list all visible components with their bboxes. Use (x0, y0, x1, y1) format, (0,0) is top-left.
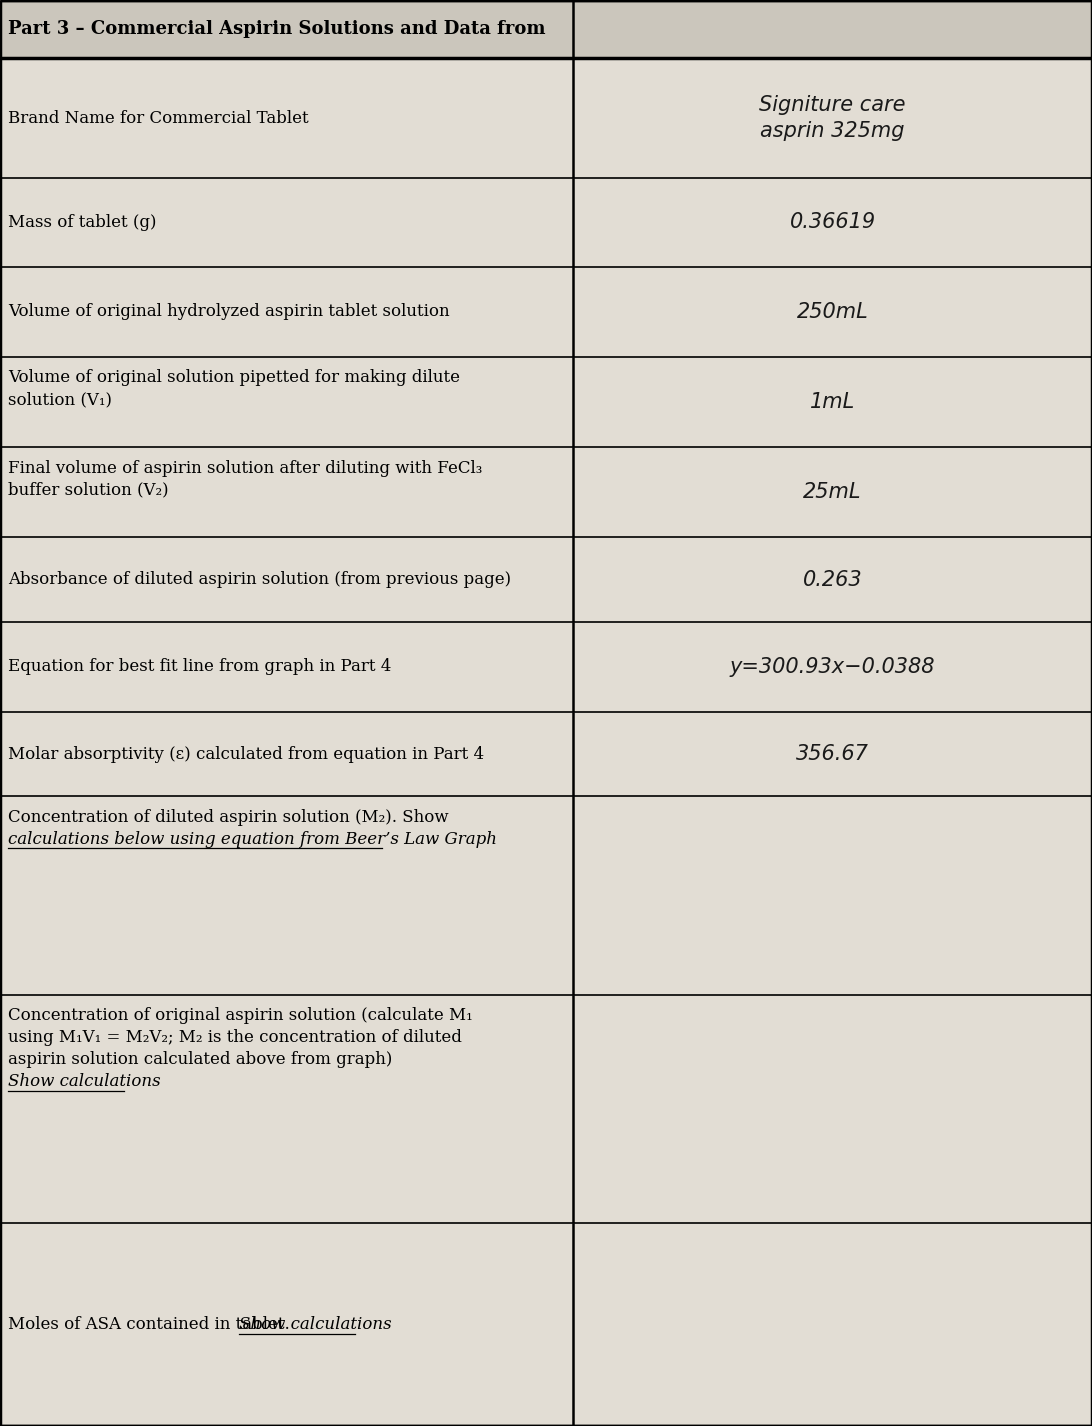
Bar (0, 178, 1092, 267)
Text: Show calculations: Show calculations (8, 1074, 161, 1091)
Bar (0, 267, 1092, 356)
Text: 0.36619: 0.36619 (790, 212, 876, 232)
Text: using M₁V₁ = M₂V₂; M₂ is the concentration of diluted: using M₁V₁ = M₂V₂; M₂ is the concentrati… (8, 1030, 462, 1047)
Text: Mass of tablet (g): Mass of tablet (g) (8, 214, 156, 231)
Bar (0, 995, 1092, 1224)
Text: asprin 325mg: asprin 325mg (760, 121, 905, 141)
Text: Absorbance of diluted aspirin solution (from previous page): Absorbance of diluted aspirin solution (… (8, 570, 511, 588)
Bar (0, 356, 1092, 448)
Text: calculations below using equation from Beer’s Law Graph: calculations below using equation from B… (8, 831, 497, 847)
Text: 0.263: 0.263 (803, 569, 863, 589)
Text: 25mL: 25mL (804, 482, 862, 502)
Text: Volume of original solution pipetted for making dilute: Volume of original solution pipetted for… (8, 369, 460, 386)
Text: aspirin solution calculated above from graph): aspirin solution calculated above from g… (8, 1051, 392, 1068)
Text: solution (V₁): solution (V₁) (8, 391, 112, 408)
Text: y=300.93x−0.0388: y=300.93x−0.0388 (729, 657, 936, 677)
Text: Brand Name for Commercial Tablet: Brand Name for Commercial Tablet (8, 110, 309, 127)
Text: Molar absorptivity (ε) calculated from equation in Part 4: Molar absorptivity (ε) calculated from e… (8, 746, 484, 763)
Text: 356.67: 356.67 (796, 744, 869, 764)
Text: Moles of ASA contained in tablet.: Moles of ASA contained in tablet. (8, 1316, 295, 1333)
Text: Signiture care: Signiture care (759, 96, 906, 116)
Text: 1mL: 1mL (810, 392, 855, 412)
Text: Final volume of aspirin solution after diluting with FeCl₃: Final volume of aspirin solution after d… (8, 459, 483, 476)
Bar (0, 1224, 1092, 1426)
Text: Show calculations: Show calculations (239, 1316, 392, 1333)
Bar (0, 712, 1092, 796)
Text: Volume of original hydrolyzed aspirin tablet solution: Volume of original hydrolyzed aspirin ta… (8, 304, 450, 321)
Text: Equation for best fit line from graph in Part 4: Equation for best fit line from graph in… (8, 659, 391, 676)
Bar (0, 796, 1092, 995)
Bar (0, 0, 1092, 58)
Text: Concentration of original aspirin solution (calculate M₁: Concentration of original aspirin soluti… (8, 1007, 473, 1024)
Text: 250mL: 250mL (797, 302, 868, 322)
Text: buffer solution (V₂): buffer solution (V₂) (8, 482, 168, 499)
Bar (0, 58, 1092, 178)
Bar (0, 448, 1092, 538)
Bar (0, 622, 1092, 712)
Text: Part 3 – Commercial Aspirin Solutions and Data from: Part 3 – Commercial Aspirin Solutions an… (8, 20, 546, 39)
Bar (0, 538, 1092, 622)
Text: Concentration of diluted aspirin solution (M₂). Show: Concentration of diluted aspirin solutio… (8, 809, 449, 826)
